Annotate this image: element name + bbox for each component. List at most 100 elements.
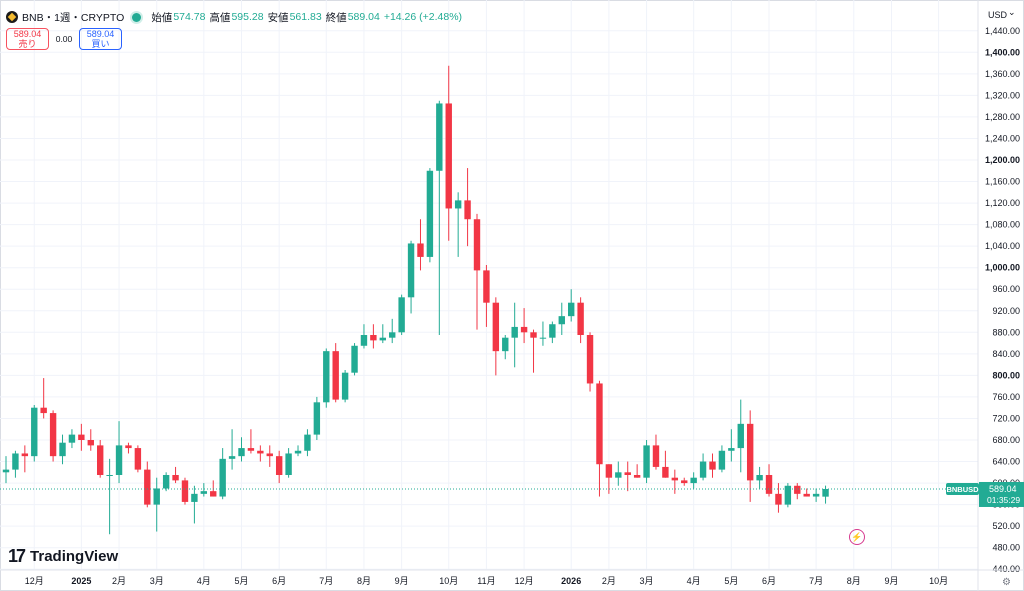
- y-tick-label: 1,160.00: [985, 177, 1020, 187]
- candle-body: [2, 469, 10, 473]
- y-tick-label: 1,400.00: [985, 47, 1020, 57]
- symbol-header: BNB・1週・CRYPTO 始値 574.78 高値 595.28 安値 561.83…: [6, 8, 462, 26]
- x-tick-label: 2月: [112, 576, 126, 586]
- price-tag-bg: [979, 481, 1024, 507]
- x-tick-label: 10月: [929, 576, 948, 586]
- candle-body: [539, 337, 547, 339]
- y-tick-label: 440.00: [992, 564, 1020, 574]
- x-tick-label: 8月: [357, 576, 371, 586]
- candle-body: [586, 335, 594, 384]
- x-tick-label: 12月: [515, 576, 534, 586]
- spread-value: 0.00: [55, 34, 73, 44]
- x-tick-label: 4月: [197, 576, 211, 586]
- x-tick-label: 2025: [71, 576, 91, 586]
- buy-price: 589.04: [86, 29, 115, 39]
- candle-body: [12, 453, 19, 470]
- candle-body: [615, 472, 622, 478]
- candle-body: [332, 351, 339, 400]
- candle-body: [323, 351, 330, 403]
- candle-body: [31, 407, 38, 457]
- y-tick-label: 1,120.00: [985, 198, 1020, 208]
- candle-body: [153, 488, 160, 505]
- low-label: 安値: [267, 11, 289, 24]
- open-value: 574.78: [173, 11, 206, 23]
- lightning-icon[interactable]: ⚡: [849, 529, 865, 545]
- candle-body: [502, 337, 509, 352]
- candle-body: [718, 450, 726, 470]
- currency-selector[interactable]: USD: [988, 10, 1008, 20]
- candle-body: [794, 485, 801, 494]
- candle-body: [812, 493, 820, 497]
- candle-body: [492, 302, 500, 352]
- candle-body: [181, 480, 189, 502]
- candle-body: [134, 448, 142, 470]
- candle-body: [652, 445, 660, 467]
- candle-body: [200, 491, 208, 494]
- candle-body: [247, 448, 255, 451]
- candle-body: [737, 423, 744, 449]
- candle-body: [709, 461, 716, 470]
- x-tick-label: 3月: [640, 576, 654, 586]
- candle-body: [59, 442, 66, 457]
- open-label: 始値: [151, 11, 173, 24]
- y-tick-label: 1,200.00: [985, 155, 1020, 165]
- sell-price: 589.04: [13, 29, 42, 39]
- tradingview-logo[interactable]: 17 TradingView: [8, 546, 118, 567]
- market-open-icon: [132, 12, 142, 22]
- candle-body: [191, 493, 198, 502]
- change-value: +14.26 (+2.48%): [383, 11, 463, 23]
- candle-body: [511, 326, 518, 338]
- x-tick-label: 4月: [687, 576, 701, 586]
- x-tick-label: 3月: [150, 576, 164, 586]
- candle-body: [662, 466, 669, 478]
- close-label: 終値: [325, 11, 347, 24]
- y-tick-label: 960.00: [992, 284, 1020, 294]
- gear-icon[interactable]: ⚙: [1002, 577, 1011, 588]
- candle-body: [549, 324, 556, 338]
- candle-body: [257, 450, 264, 454]
- y-tick-label: 480.00: [992, 543, 1020, 553]
- last-price-label: 589.04: [989, 484, 1017, 494]
- sell-label: 売り: [18, 39, 37, 49]
- x-tick-label: 12月: [25, 576, 44, 586]
- candle-body: [520, 326, 528, 333]
- symbol-title[interactable]: BNB・1週・CRYPTO: [22, 11, 125, 24]
- sell-button[interactable]: 589.04 売り: [6, 28, 49, 50]
- symbol-tag-bg: [946, 482, 979, 495]
- candle-body: [360, 335, 368, 346]
- candle-body: [313, 402, 321, 435]
- candle-body: [746, 423, 754, 481]
- close-value: 589.04: [347, 11, 380, 23]
- candle-body: [285, 453, 292, 475]
- high-value: 595.28: [231, 11, 264, 23]
- candle-body: [784, 485, 792, 505]
- x-tick-label: 7月: [809, 576, 823, 586]
- low-value: 561.83: [289, 11, 322, 23]
- buy-button[interactable]: 589.04 買い: [79, 28, 122, 50]
- y-tick-label: 1,280.00: [985, 112, 1020, 122]
- tradingview-wordmark: TradingView: [30, 548, 119, 565]
- candle-body: [728, 448, 735, 451]
- y-tick-label: 1,320.00: [985, 90, 1020, 100]
- x-tick-label: 8月: [847, 576, 861, 586]
- candle-body: [690, 477, 697, 484]
- candle-body: [40, 407, 47, 414]
- y-tick-label: 520.00: [992, 521, 1020, 531]
- x-tick-label: 2月: [602, 576, 616, 586]
- candle-body: [370, 335, 377, 341]
- candle-body: [464, 200, 471, 220]
- candle-body: [426, 170, 434, 257]
- candle-body: [172, 475, 179, 481]
- chevron-down-icon[interactable]: ⌄: [1008, 7, 1016, 17]
- y-tick-label: 840.00: [992, 349, 1020, 359]
- x-tick-label: 10月: [439, 576, 458, 586]
- x-tick-label: 6月: [762, 576, 776, 586]
- candle-body: [765, 475, 773, 494]
- candle-body: [21, 453, 29, 457]
- candle-body: [605, 464, 613, 478]
- candle-body: [87, 440, 94, 446]
- high-label: 高値: [209, 11, 231, 24]
- y-tick-label: 1,040.00: [985, 241, 1020, 251]
- y-tick-label: 680.00: [992, 435, 1020, 445]
